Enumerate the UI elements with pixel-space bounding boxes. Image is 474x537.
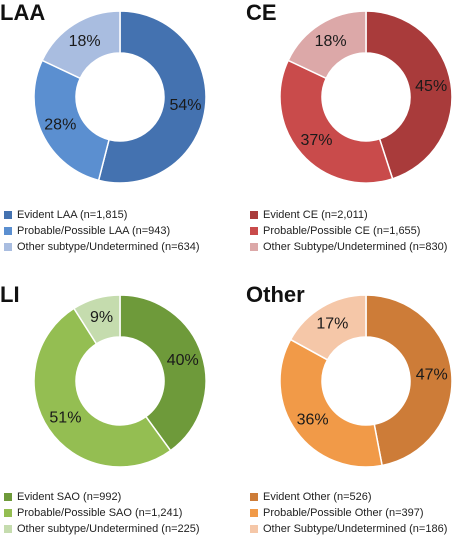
donut-slice xyxy=(289,294,367,361)
slice-percent-label: 28% xyxy=(44,117,76,134)
legend-item: Evident LAA (n=1,815) xyxy=(4,207,200,223)
slice-percent-label: 54% xyxy=(169,97,201,114)
donut-panel-laa: LAA 54% 28% 18% Evident LAA (n=1,815) Proba… xyxy=(0,0,228,254)
donut-panel-other: Other 47% 36% 17% Evident Other (n=526) Pro… xyxy=(246,282,474,536)
slice-percent-label: 45% xyxy=(415,78,447,95)
legend-item: Evident SAO (n=992) xyxy=(4,489,200,505)
slice-percent-label: 36% xyxy=(297,411,329,428)
donut-slice xyxy=(365,294,453,467)
legend-item: Other subtype/Undetermined (n=225) xyxy=(4,521,200,537)
slice-percent-label: 18% xyxy=(315,33,347,50)
donut-chart: 45% 37% 18% xyxy=(279,10,453,184)
donut-slice xyxy=(279,338,383,468)
legend-label: Evident LAA (n=1,815) xyxy=(17,209,128,221)
donut-panel-ce: CE 45% 37% 18% Evident CE (n=2,011) Probabl… xyxy=(246,0,474,254)
legend-swatch xyxy=(4,525,12,533)
legend: Evident Other (n=526) Probable/Possible O… xyxy=(250,489,447,537)
legend-swatch xyxy=(250,243,258,251)
legend-swatch xyxy=(250,227,258,235)
legend-swatch xyxy=(250,493,258,501)
panel-title: LAA xyxy=(0,0,46,25)
donut-slice xyxy=(33,59,110,182)
legend-item: Probable/Possible SAO (n=1,241) xyxy=(4,505,200,521)
donut-chart: 54% 28% 18% xyxy=(33,10,207,184)
legend-label: Probable/Possible Other (n=397) xyxy=(263,507,424,519)
legend-item: Evident Other (n=526) xyxy=(250,489,447,505)
legend-label: Other Subtype/Undetermined (n=186) xyxy=(263,523,448,535)
donut-slice xyxy=(97,10,207,184)
legend-item: Other Subtype/Undetermined (n=186) xyxy=(250,521,447,537)
legend: Evident SAO (n=992) Probable/Possible SAO… xyxy=(4,489,200,537)
slice-percent-label: 9% xyxy=(90,309,113,326)
panel-title: LI xyxy=(0,282,20,307)
legend-swatch xyxy=(4,227,12,235)
legend-label: Evident Other (n=526) xyxy=(263,491,372,503)
slice-percent-label: 17% xyxy=(316,316,348,333)
legend-item: Other Subtype/Undetermined (n=830) xyxy=(250,239,447,255)
legend-label: Probable/Possible SAO (n=1,241) xyxy=(17,507,183,519)
slice-percent-label: 51% xyxy=(49,410,81,427)
slice-percent-label: 37% xyxy=(300,132,332,149)
donut-slice xyxy=(279,59,394,184)
legend-swatch xyxy=(4,509,12,517)
legend-swatch xyxy=(250,509,258,517)
legend-swatch xyxy=(4,211,12,219)
legend-label: Evident SAO (n=992) xyxy=(17,491,122,503)
legend-swatch xyxy=(250,525,258,533)
legend-label: Other subtype/Undetermined (n=634) xyxy=(17,241,200,253)
legend-item: Other subtype/Undetermined (n=634) xyxy=(4,239,200,255)
legend-item: Probable/Possible Other (n=397) xyxy=(250,505,447,521)
panel-title: Other xyxy=(246,282,305,307)
slice-percent-label: 40% xyxy=(167,352,199,369)
legend-item: Probable/Possible LAA (n=943) xyxy=(4,223,200,239)
donut-slice xyxy=(287,10,367,80)
legend-label: Probable/Possible CE (n=1,655) xyxy=(263,225,421,237)
donut-slice xyxy=(41,10,121,80)
legend-label: Other subtype/Undetermined (n=225) xyxy=(17,523,200,535)
legend-swatch xyxy=(250,211,258,219)
legend: Evident LAA (n=1,815) Probable/Possible L… xyxy=(4,207,200,255)
legend: Evident CE (n=2,011) Probable/Possible CE… xyxy=(250,207,447,255)
slice-percent-label: 18% xyxy=(69,33,101,50)
legend-label: Probable/Possible LAA (n=943) xyxy=(17,225,171,237)
legend-label: Other Subtype/Undetermined (n=830) xyxy=(263,241,448,253)
donut-chart: 40% 51% 9% xyxy=(33,294,207,468)
legend-swatch xyxy=(4,493,12,501)
donut-slice xyxy=(33,307,172,468)
panel-title: CE xyxy=(246,0,277,25)
legend-label: Evident CE (n=2,011) xyxy=(263,209,368,221)
donut-panel-li: LI 40% 51% 9% Evident SAO (n=992) Probable/… xyxy=(0,282,228,536)
donut-slice xyxy=(72,294,121,345)
donut-slice xyxy=(119,294,207,452)
slice-percent-label: 47% xyxy=(416,366,448,383)
legend-item: Evident CE (n=2,011) xyxy=(250,207,447,223)
donut-slice xyxy=(365,10,453,180)
donut-chart: 47% 36% 17% xyxy=(279,294,453,468)
legend-swatch xyxy=(4,243,12,251)
legend-item: Probable/Possible CE (n=1,655) xyxy=(250,223,447,239)
